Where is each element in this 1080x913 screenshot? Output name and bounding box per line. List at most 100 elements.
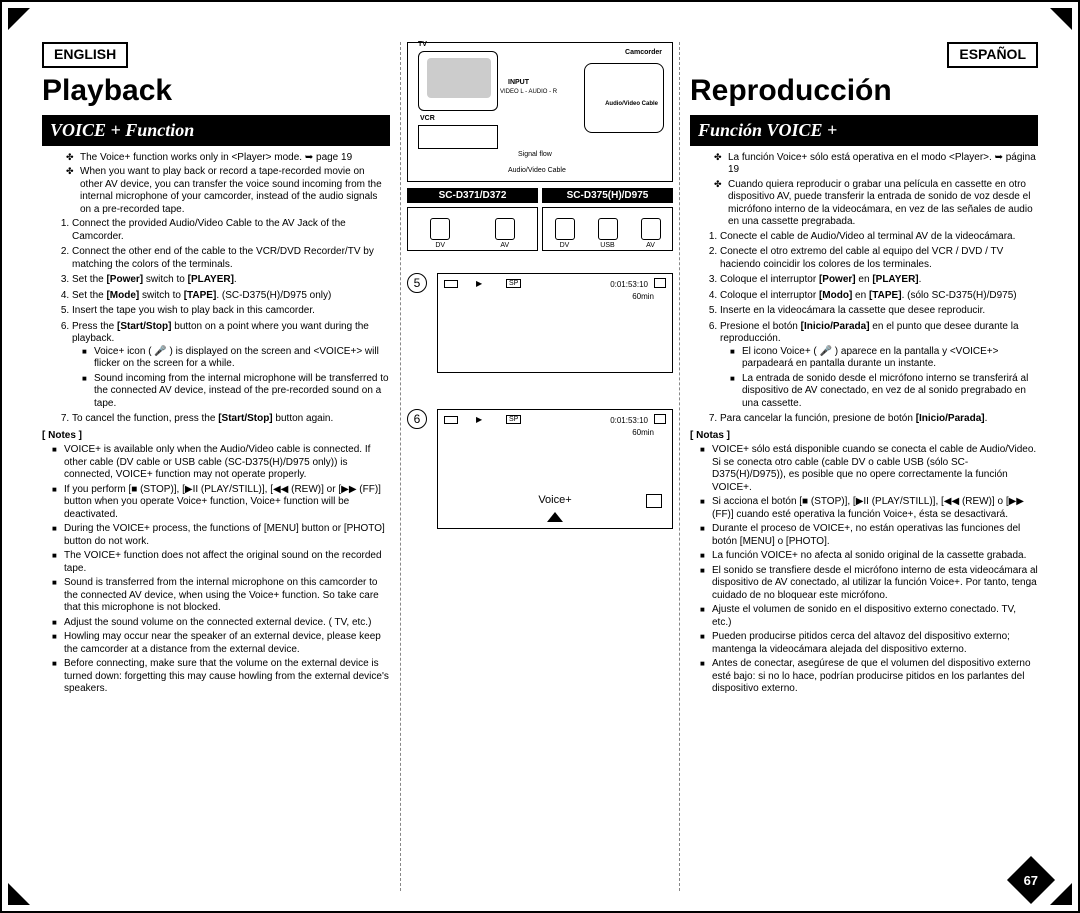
input-label: INPUT: [508, 79, 529, 86]
note: El sonido se transfiere desde el micrófo…: [700, 565, 1038, 603]
signal-flow-label: Signal flow: [518, 151, 552, 158]
step: Set the [Power] switch to [PLAYER].: [72, 274, 390, 287]
corner-decoration: [8, 8, 30, 30]
model1-header: SC-D371/D372: [407, 188, 538, 203]
notes-en: VOICE+ is available only when the Audio/…: [42, 444, 390, 696]
language-label-en: ENGLISH: [42, 42, 128, 68]
corner-decoration: [1050, 8, 1072, 30]
section-header-es: Función VOICE +: [690, 115, 1038, 146]
mic-icon: [654, 278, 666, 288]
step: Set the [Mode] switch to [TAPE]. (SC-D37…: [72, 290, 390, 303]
step6-badge: 6: [407, 409, 427, 429]
ports-model2: DV USB AV: [542, 207, 673, 251]
usb-port-icon: USB: [598, 218, 618, 240]
corner-decoration: [8, 883, 30, 905]
diagram-column: TV INPUT VIDEO L - AUDIO - R VCR Camcord…: [400, 42, 680, 891]
intro-item: La función Voice+ sólo está operativa en…: [714, 152, 1038, 177]
vcr-label: VCR: [420, 115, 435, 122]
av-ports-label: VIDEO L - AUDIO - R: [500, 89, 557, 95]
notes-heading-en: [ Notes ]: [42, 430, 390, 443]
title-es: Reproducción: [690, 72, 1038, 110]
note: Sound is transferred from the internal m…: [52, 577, 390, 615]
note: La función VOICE+ no afecta al sonido or…: [700, 550, 1038, 563]
step5-badge: 5: [407, 273, 427, 293]
intro-item: The Voice+ function works only in <Playe…: [66, 152, 390, 165]
tv-icon: [418, 51, 498, 111]
step: Press the [Start/Stop] button on a point…: [72, 321, 390, 411]
av-port-icon: AV: [495, 218, 515, 240]
step: Para cancelar la función, presione de bo…: [720, 413, 1038, 426]
step: Coloque el interruptor [Power] en [PLAYE…: [720, 274, 1038, 287]
steps-es: Conecte el cable de Audio/Video al termi…: [690, 231, 1038, 426]
timecode: 0:01:53:10: [610, 416, 648, 425]
remaining-min: 60min: [632, 428, 654, 437]
note: If you perform [■ (STOP)], [▶II (PLAY/ST…: [52, 484, 390, 522]
language-label-es: ESPAÑOL: [947, 42, 1038, 68]
sp-indicator: SP: [506, 279, 521, 288]
blink-indicator-icon: [547, 512, 563, 522]
model2-header: SC-D375(H)/D975: [542, 188, 673, 203]
note: Ajuste el volumen de sonido en el dispos…: [700, 604, 1038, 629]
tv-label: TV: [418, 41, 427, 48]
timecode: 0:01:53:10: [610, 280, 648, 289]
battery-icon: [444, 416, 458, 424]
sp-indicator: SP: [506, 415, 521, 424]
dv-port-icon: DV: [430, 218, 450, 240]
note: VOICE+ is available only when the Audio/…: [52, 444, 390, 482]
notes-heading-es: [ Notas ]: [690, 430, 1038, 443]
intro-item: Cuando quiera reproducir o grabar una pe…: [714, 179, 1038, 229]
note: Before connecting, make sure that the vo…: [52, 658, 390, 696]
note: Durante el proceso de VOICE+, no están o…: [700, 523, 1038, 548]
connection-diagram: TV INPUT VIDEO L - AUDIO - R VCR Camcord…: [407, 42, 673, 182]
step: Insert the tape you wish to play back in…: [72, 305, 390, 318]
substep: Sound incoming from the internal microph…: [82, 373, 390, 411]
vcr-icon: [418, 125, 498, 149]
note: VOICE+ sólo está disponible cuando se co…: [700, 444, 1038, 494]
port-diagrams: DV AV DV USB AV: [407, 207, 673, 251]
corner-decoration: [1050, 883, 1072, 905]
play-icon: ▶: [476, 415, 482, 424]
title-en: Playback: [42, 72, 390, 110]
av-port-icon: AV: [641, 218, 661, 240]
model-headers: SC-D371/D372 SC-D375(H)/D975: [407, 188, 673, 203]
dv-port-icon: DV: [555, 218, 575, 240]
ports-model1: DV AV: [407, 207, 538, 251]
page-number: 67: [1024, 873, 1038, 888]
step: Connect the provided Audio/Video Cable t…: [72, 218, 390, 243]
section-header-en: VOICE + Function: [42, 115, 390, 146]
cable-label: Audio/Video Cable: [605, 101, 658, 107]
note: Antes de conectar, asegúrese de que el v…: [700, 658, 1038, 696]
voiceplus-label: Voice+: [538, 494, 571, 506]
step: Coloque el interruptor [Modo] en [TAPE].…: [720, 290, 1038, 303]
manual-page: ENGLISH Playback VOICE + Function The Vo…: [0, 0, 1080, 913]
note: Pueden producirse pitidos cerca del alta…: [700, 631, 1038, 656]
play-icon: ▶: [476, 279, 482, 288]
note: During the VOICE+ process, the functions…: [52, 523, 390, 548]
step: To cancel the function, press the [Start…: [72, 413, 390, 426]
note: The VOICE+ function does not affect the …: [52, 550, 390, 575]
screen-step6-row: 6 ▶ SP 0:01:53:10 60min Voice+: [407, 409, 673, 529]
substep: Voice+ icon ( 🎤 ) is displayed on the sc…: [82, 346, 390, 371]
step: Conecte el cable de Audio/Video al termi…: [720, 231, 1038, 244]
screen-step5-row: 5 ▶ SP 0:01:53:10 60min: [407, 273, 673, 373]
step: Connect the other end of the cable to th…: [72, 246, 390, 271]
english-column: ENGLISH Playback VOICE + Function The Vo…: [32, 42, 400, 891]
lcd-screen-6: ▶ SP 0:01:53:10 60min Voice+: [437, 409, 673, 529]
step: Inserte en la videocámara la cassette qu…: [720, 305, 1038, 318]
steps-en: Connect the provided Audio/Video Cable t…: [42, 218, 390, 426]
voiceplus-mic-icon: [646, 494, 662, 508]
mic-icon: [654, 414, 666, 424]
remaining-min: 60min: [632, 292, 654, 301]
lcd-screen-5: ▶ SP 0:01:53:10 60min: [437, 273, 673, 373]
substep: La entrada de sonido desde el micrófono …: [730, 373, 1038, 411]
step: Conecte el otro extremo del cable al equ…: [720, 246, 1038, 271]
av-cable-label: Audio/Video Cable: [508, 167, 566, 174]
note: Howling may occur near the speaker of an…: [52, 631, 390, 656]
spanish-column: ESPAÑOL Reproducción Función VOICE + La …: [680, 42, 1048, 891]
note: Si acciona el botón [■ (STOP)], [▶II (PL…: [700, 496, 1038, 521]
notes-es: VOICE+ sólo está disponible cuando se co…: [690, 444, 1038, 696]
battery-icon: [444, 280, 458, 288]
substep: El icono Voice+ ( 🎤 ) aparece en la pant…: [730, 346, 1038, 371]
camcorder-label: Camcorder: [625, 49, 662, 56]
step: Presione el botón [Inicio/Parada] en el …: [720, 321, 1038, 411]
